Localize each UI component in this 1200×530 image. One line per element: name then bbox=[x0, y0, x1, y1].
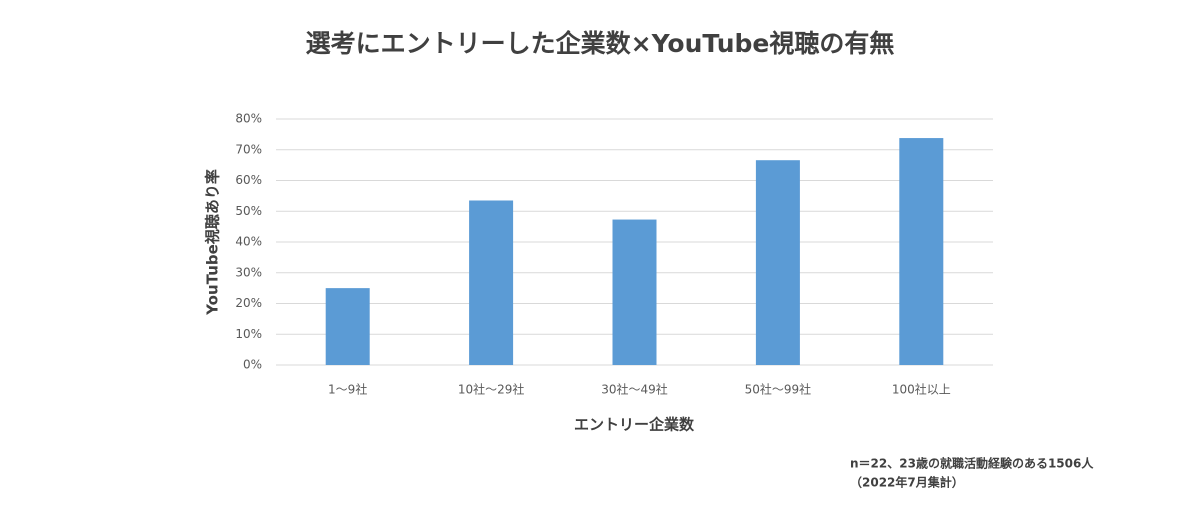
bar bbox=[755, 160, 800, 365]
chart-title: 選考にエントリーした企業数×YouTube視聴の有無 bbox=[306, 29, 895, 58]
y-tick-label: 50% bbox=[235, 204, 262, 218]
y-axis-label: YouTube視聴あり率 bbox=[204, 169, 222, 316]
y-tick-label: 80% bbox=[235, 112, 262, 126]
x-tick-label: 1〜9社 bbox=[328, 382, 367, 397]
bar bbox=[899, 138, 944, 365]
x-tick-label: 100社以上 bbox=[892, 382, 951, 397]
x-axis-label: エントリー企業数 bbox=[574, 416, 695, 434]
bar bbox=[612, 219, 657, 365]
x-tick-label: 10社〜29社 bbox=[458, 382, 525, 397]
y-tick-label: 30% bbox=[235, 265, 262, 279]
note: （2022年7月集計） bbox=[850, 475, 964, 490]
y-tick-label: 0% bbox=[243, 358, 262, 372]
y-tick-label: 10% bbox=[235, 327, 262, 341]
y-tick-label: 60% bbox=[235, 173, 262, 187]
y-tick-label: 70% bbox=[235, 142, 262, 156]
bar bbox=[325, 288, 370, 365]
bar bbox=[469, 200, 514, 365]
x-tick-label: 30社〜49社 bbox=[601, 382, 668, 397]
y-tick-label: 40% bbox=[235, 235, 262, 249]
note: n＝22、23歳の就職活動経験のある1506人 bbox=[850, 456, 1094, 471]
y-tick-label: 20% bbox=[235, 296, 262, 310]
x-tick-label: 50社〜99社 bbox=[745, 382, 812, 397]
